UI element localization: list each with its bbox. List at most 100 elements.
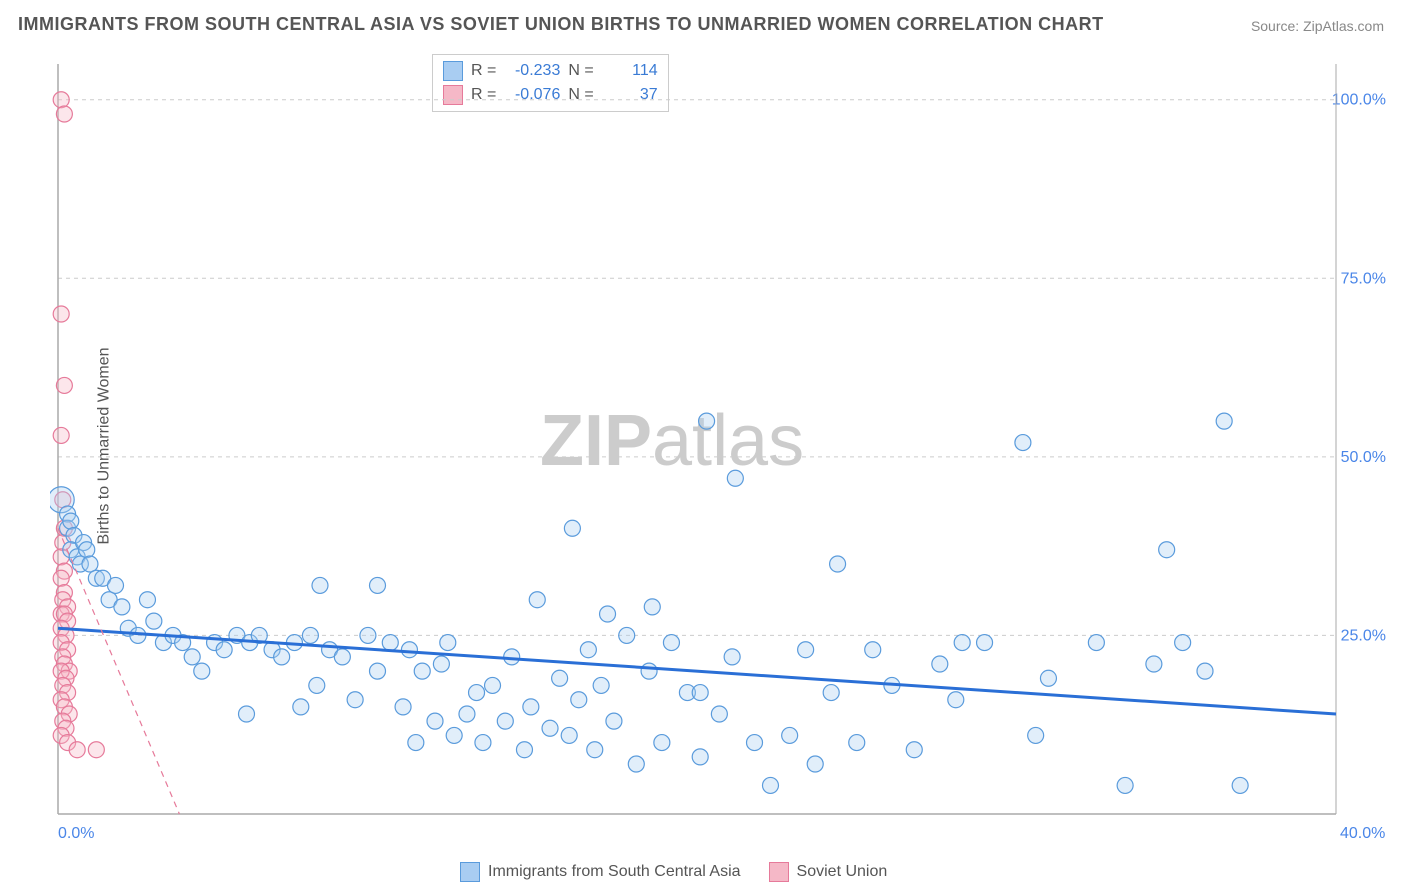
- data-point: [53, 92, 69, 108]
- data-point: [906, 742, 922, 758]
- data-point: [69, 742, 85, 758]
- data-point: [663, 635, 679, 651]
- data-point: [433, 656, 449, 672]
- data-point: [932, 656, 948, 672]
- data-point: [1015, 435, 1031, 451]
- data-point: [580, 642, 596, 658]
- data-point: [571, 692, 587, 708]
- data-point: [53, 427, 69, 443]
- trend-line-blue: [58, 628, 1336, 714]
- data-point: [542, 720, 558, 736]
- data-point: [587, 742, 603, 758]
- data-point: [823, 685, 839, 701]
- data-point: [79, 542, 95, 558]
- data-point: [692, 749, 708, 765]
- data-point: [312, 577, 328, 593]
- y-tick-label: 75.0%: [1341, 270, 1386, 287]
- data-point: [954, 635, 970, 651]
- data-point: [619, 627, 635, 643]
- data-point: [593, 677, 609, 693]
- data-point: [628, 756, 644, 772]
- data-point: [724, 649, 740, 665]
- series-Soviet Union: [53, 92, 104, 758]
- data-point: [446, 727, 462, 743]
- data-point: [529, 592, 545, 608]
- legend-swatch-blue: [460, 862, 480, 882]
- data-point: [782, 727, 798, 743]
- gridlines: [58, 100, 1336, 636]
- data-point: [807, 756, 823, 772]
- data-point: [497, 713, 513, 729]
- data-point: [63, 513, 79, 529]
- data-point: [1040, 670, 1056, 686]
- data-point: [239, 706, 255, 722]
- data-point: [53, 570, 69, 586]
- data-point: [440, 635, 456, 651]
- data-point: [977, 635, 993, 651]
- data-point: [1028, 727, 1044, 743]
- data-point: [948, 692, 964, 708]
- data-point: [1159, 542, 1175, 558]
- data-point: [53, 306, 69, 322]
- data-point: [475, 735, 491, 751]
- data-point: [401, 642, 417, 658]
- data-point: [600, 606, 616, 622]
- data-point: [727, 470, 743, 486]
- data-point: [644, 599, 660, 615]
- data-point: [395, 699, 411, 715]
- data-point: [469, 685, 485, 701]
- series-legend: Immigrants from South Central Asia Sovie…: [460, 862, 887, 882]
- data-point: [699, 413, 715, 429]
- data-point: [692, 685, 708, 701]
- data-point: [1232, 777, 1248, 793]
- legend-label-pink: Soviet Union: [797, 863, 888, 881]
- data-point: [302, 627, 318, 643]
- data-point: [139, 592, 155, 608]
- data-point: [830, 556, 846, 572]
- data-point: [309, 677, 325, 693]
- data-point: [762, 777, 778, 793]
- data-point: [516, 742, 532, 758]
- data-point: [865, 642, 881, 658]
- y-tick-label: 25.0%: [1341, 627, 1386, 644]
- legend-swatch-pink: [769, 862, 789, 882]
- data-point: [711, 706, 727, 722]
- data-point: [334, 649, 350, 665]
- data-point: [1117, 777, 1133, 793]
- data-point: [1088, 635, 1104, 651]
- data-point: [606, 713, 622, 729]
- source-label: Source: ZipAtlas.com: [1251, 18, 1384, 34]
- data-point: [641, 663, 657, 679]
- data-point: [798, 642, 814, 658]
- data-point: [485, 677, 501, 693]
- data-point: [849, 735, 865, 751]
- data-point: [184, 649, 200, 665]
- y-tick-label: 100.0%: [1332, 92, 1386, 109]
- data-point: [654, 735, 670, 751]
- data-point: [216, 642, 232, 658]
- data-point: [56, 106, 72, 122]
- data-point: [370, 577, 386, 593]
- data-point: [108, 577, 124, 593]
- data-point: [114, 599, 130, 615]
- data-point: [523, 699, 539, 715]
- data-point: [56, 377, 72, 393]
- legend-label-blue: Immigrants from South Central Asia: [488, 863, 741, 881]
- series-Immigrants from South Central Asia: [50, 413, 1248, 793]
- data-point: [370, 663, 386, 679]
- data-point: [293, 699, 309, 715]
- scatter-plot: 25.0%50.0%75.0%100.0%0.0%40.0%: [50, 58, 1390, 848]
- data-point: [564, 520, 580, 536]
- data-point: [274, 649, 290, 665]
- legend-item-blue: Immigrants from South Central Asia: [460, 862, 741, 882]
- data-point: [408, 735, 424, 751]
- data-point: [1146, 656, 1162, 672]
- data-point: [1175, 635, 1191, 651]
- data-point: [382, 635, 398, 651]
- data-point: [194, 663, 210, 679]
- data-point: [1216, 413, 1232, 429]
- data-point: [1197, 663, 1213, 679]
- legend-item-pink: Soviet Union: [769, 862, 888, 882]
- data-point: [561, 727, 577, 743]
- x-tick-label: 40.0%: [1340, 825, 1385, 842]
